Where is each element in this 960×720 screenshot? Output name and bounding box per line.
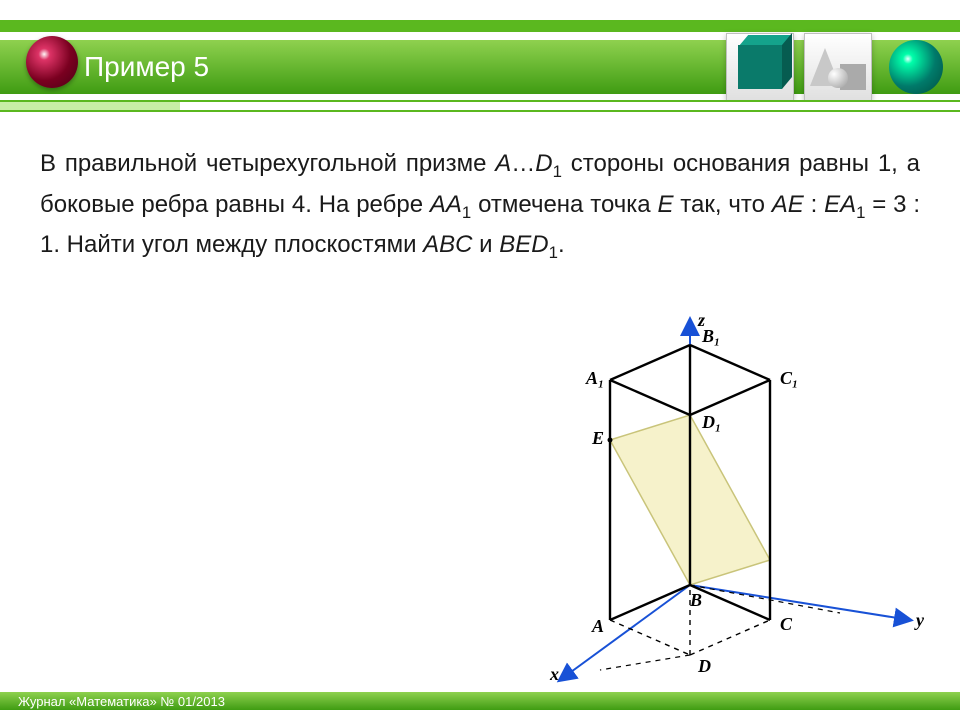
prism-diagram: zyxABCDA₁B₁C₁D₁E: [480, 310, 940, 690]
svg-text:C: C: [780, 614, 793, 634]
problem-text: В правильной четырехугольной призме A…D1…: [40, 145, 920, 267]
svg-text:A: A: [591, 616, 604, 636]
solids-tile-icon: [804, 33, 872, 101]
content: В правильной четырехугольной призме A…D1…: [40, 145, 920, 267]
slide-title: Пример 5: [84, 51, 209, 83]
footer-rail: Журнал «Математика» № 01/2013: [0, 692, 960, 710]
slide: Пример 5 В правильной четырехугольной пр…: [0, 0, 960, 720]
svg-text:E: E: [591, 428, 604, 448]
svg-text:y: y: [914, 610, 925, 630]
header: Пример 5: [0, 0, 960, 115]
svg-text:C₁: C₁: [780, 368, 798, 388]
svg-text:A₁: A₁: [585, 368, 604, 388]
svg-text:B: B: [689, 590, 702, 610]
svg-text:x: x: [549, 664, 559, 684]
red-sphere-icon: [26, 36, 78, 88]
svg-text:B₁: B₁: [701, 326, 720, 346]
teal-sphere-icon: [882, 33, 950, 101]
footer-text: Журнал «Математика» № 01/2013: [18, 694, 225, 709]
svg-text:D: D: [697, 656, 711, 676]
cube-tile-icon: [726, 33, 794, 101]
icon-strip: [726, 33, 950, 101]
header-under-bar: [0, 100, 960, 112]
svg-text:D₁: D₁: [701, 412, 721, 432]
header-top-bar: [0, 20, 960, 32]
